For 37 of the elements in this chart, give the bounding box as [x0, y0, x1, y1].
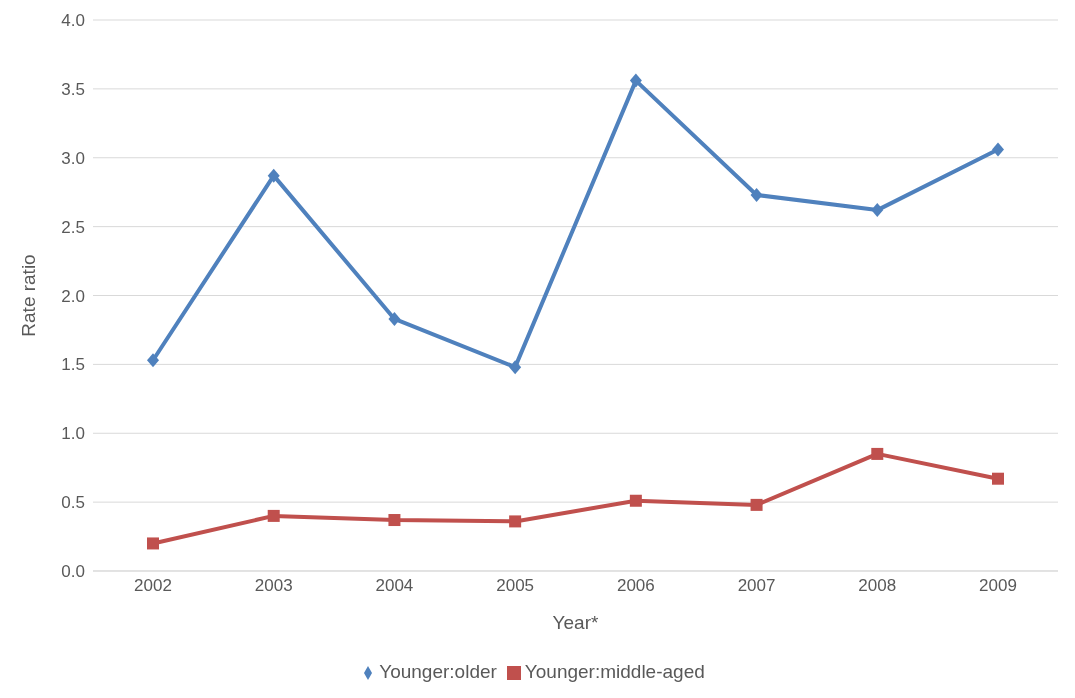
- x-tick-label: 2004: [375, 576, 414, 596]
- point: [509, 515, 522, 528]
- point: [871, 203, 884, 218]
- legend-label: Younger:older: [379, 661, 497, 682]
- y-tick-label: 3.5: [61, 79, 85, 99]
- point: [147, 537, 159, 550]
- point: [267, 509, 280, 522]
- y-axis-title: Rate ratio: [17, 254, 39, 337]
- x-tick-label: 2009: [979, 576, 1017, 596]
- legend-label: Younger:middle-aged: [524, 661, 705, 682]
- x-tick-label: 2003: [254, 576, 293, 596]
- x-tick-label: 2002: [134, 576, 172, 596]
- point: [992, 142, 1004, 157]
- x-tick-label: 2005: [496, 576, 535, 596]
- point: [750, 498, 763, 511]
- y-tick-label: 0.5: [61, 493, 85, 513]
- point: [388, 514, 401, 527]
- point: [750, 187, 763, 202]
- y-tick-label: 1.0: [61, 424, 85, 444]
- point: [871, 447, 884, 460]
- y-tick-label: 4.0: [61, 11, 85, 31]
- point: [629, 494, 642, 507]
- y-tick-label: 2.0: [61, 286, 85, 306]
- point: [992, 472, 1004, 485]
- point: [629, 73, 642, 88]
- point: [509, 360, 522, 375]
- y-tick-label: 1.5: [61, 355, 85, 375]
- y-tick-label: 2.5: [61, 217, 85, 237]
- point: [388, 311, 401, 326]
- x-tick-label: 2006: [616, 576, 655, 596]
- point: [267, 168, 280, 183]
- x-tick-label: 2007: [737, 576, 776, 596]
- y-tick-label: 3.0: [61, 148, 85, 168]
- point: [147, 353, 159, 368]
- x-tick-label: 2008: [858, 576, 897, 596]
- y-tick-label: 0.0: [61, 562, 85, 582]
- x-axis-title: Year*: [552, 612, 599, 633]
